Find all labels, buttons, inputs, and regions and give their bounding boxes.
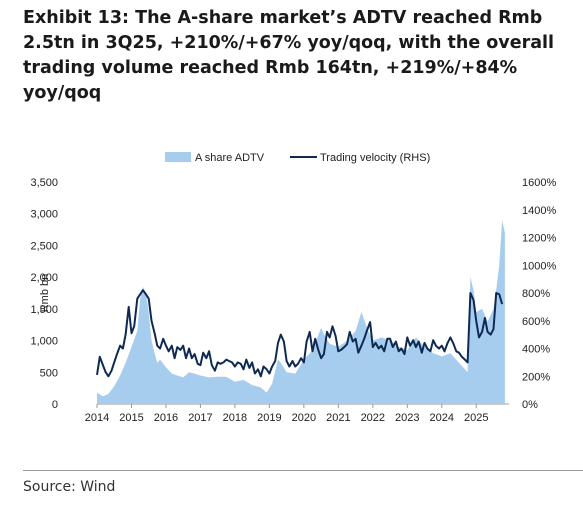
x-tick-label: 2016 — [154, 412, 178, 424]
right-tick-label: 1200% — [522, 233, 556, 245]
x-tick-label: 2024 — [430, 412, 454, 424]
right-tick-label: 200% — [522, 371, 550, 383]
legend-label-velocity: Trading velocity (RHS) — [320, 152, 430, 164]
right-tick-label: 1000% — [522, 260, 556, 272]
right-tick-label: 600% — [522, 316, 550, 328]
left-tick-label: 500 — [40, 367, 58, 379]
x-tick-label: 2022 — [361, 412, 385, 424]
x-tick-label: 2025 — [464, 412, 488, 424]
right-tick-label: 1600% — [522, 177, 556, 189]
y-axis-label: Rmb bn — [39, 274, 51, 313]
left-tick-label: 1,000 — [30, 336, 58, 348]
series-line-trading-velocity — [96, 289, 504, 378]
right-tick-label: 400% — [522, 344, 550, 356]
x-tick-label: 2019 — [257, 412, 281, 424]
plot-area — [96, 220, 505, 404]
left-tick-label: 1,500 — [30, 304, 58, 316]
chart-title: Exhibit 13: The A-share market’s ADTV re… — [23, 8, 555, 103]
x-tick-label: 2015 — [119, 412, 143, 424]
right-tick-label: 1400% — [522, 205, 556, 217]
right-tick-label: 0% — [522, 399, 538, 411]
left-axis: 0 500 1,000 1,500 2,000 2,500 3,000 3,500 Rmb bn — [30, 177, 58, 411]
source-note: Source: Wind — [23, 479, 116, 495]
x-tick-label: 2021 — [326, 412, 350, 424]
left-tick-label: 3,500 — [30, 177, 58, 189]
series-area-adtv — [97, 220, 505, 404]
x-tick-label: 2017 — [188, 412, 212, 424]
left-tick-label: 2,000 — [30, 272, 58, 284]
chart: A share ADTV Trading velocity (RHS) 0 500 1… — [30, 152, 556, 424]
left-tick-label: 0 — [52, 399, 58, 411]
divider — [23, 470, 583, 471]
x-tick-label: 2018 — [223, 412, 247, 424]
right-axis: 0% 200% 400% 600% 800% 1000% 1200% 1400% 1600% — [522, 177, 556, 411]
x-tick-label: 2020 — [292, 412, 316, 424]
x-tick-label: 2014 — [85, 412, 109, 424]
legend-swatch-adtv — [165, 152, 191, 162]
left-tick-label: 3,000 — [30, 209, 58, 221]
legend: A share ADTV Trading velocity (RHS) — [165, 152, 430, 164]
left-tick-label: 2,500 — [30, 240, 58, 252]
x-axis: 2014 2015 2016 2017 2018 2019 2020 2021 2022 2023… — [85, 403, 509, 424]
x-tick-label: 2023 — [395, 412, 419, 424]
right-tick-label: 800% — [522, 288, 550, 300]
legend-label-adtv: A share ADTV — [195, 152, 265, 164]
